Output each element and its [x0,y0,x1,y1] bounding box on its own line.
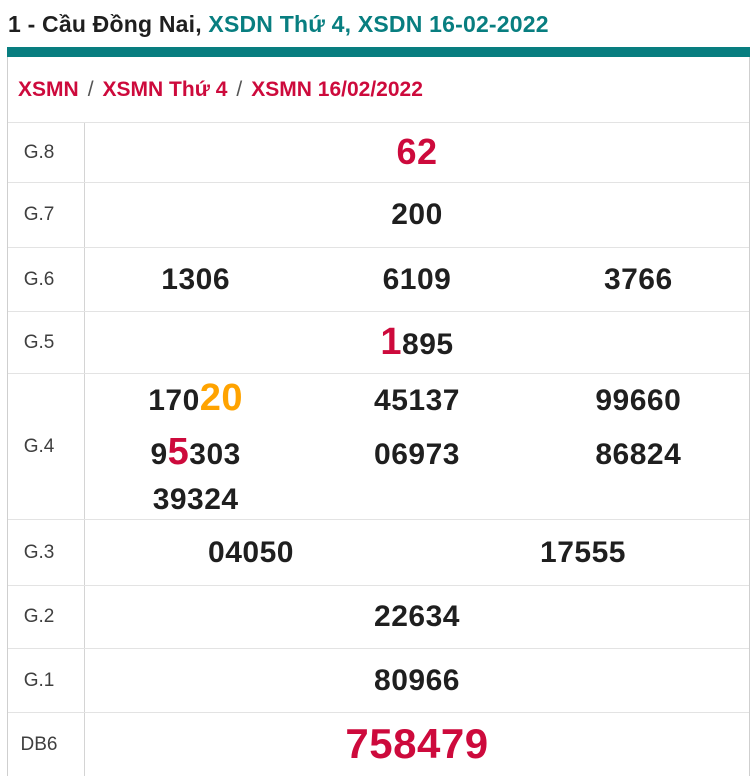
prize-label-g4: G.4 [8,374,85,519]
digits: 6109 [382,262,452,296]
prize-line: 1895 [85,316,749,369]
prize-number: 1895 [85,316,749,369]
prize-label-g7: G.7 [8,183,85,247]
digits: 303 [189,437,241,471]
prize-line: 04050 17555 [85,532,749,574]
digits: 22634 [374,600,460,633]
prize-row-g7: G.7 200 [8,182,749,247]
prize-number: 3766 [528,259,749,301]
breadcrumb-link[interactable]: XSMN Thứ 4 [102,77,228,101]
highlighted-digits: 20 [199,377,244,420]
prize-row-g5: G.5 1895 [8,311,749,373]
prize-number: 1306 [85,259,306,301]
prize-number: 22634 [85,596,749,638]
breadcrumb-link[interactable]: XSMN 16/02/2022 [251,77,423,101]
prize-row-g1: G.1 80966 [8,648,749,712]
results-card: XSMN / XSMN Thứ 4 / XSMN 16/02/2022 G.8 62 G.7… [7,57,750,776]
prize-line: 39324 [85,479,749,521]
results-table: G.8 62 G.7 200 G.6 1306 6109 3766 G.5 1895 G.4 1702… [8,122,749,776]
prize-label-g3: G.3 [8,520,85,585]
prize-line: 80966 [85,660,749,702]
page-title: 1 - Cầu Đồng Nai, XSDN Thứ 4, XSDN 16-02… [8,8,744,40]
prize-number: 06973 [306,434,527,476]
prize-values-g8: 62 [85,123,749,182]
prize-number: 95303 [85,426,306,479]
page-title-segment: 1 - Cầu Đồng Nai, [8,11,209,37]
prize-values-g6: 1306 6109 3766 [85,248,749,311]
digits: 45137 [374,384,460,418]
prize-label-g5: G.5 [8,312,85,373]
digits: 39324 [152,482,239,516]
breadcrumb-separator: / [87,77,94,101]
prize-number: 62 [85,127,749,177]
prize-number: 17020 [85,372,306,425]
prize-line: 758479 [85,715,749,774]
digits: 99660 [595,384,682,418]
prize-line: 62 [85,127,749,177]
prize-values-g4: 17020 45137 99660 95303 06973 86824 39324 [85,374,749,519]
breadcrumb-separator: / [236,77,243,101]
prize-label-g2: G.2 [8,586,85,648]
prize-line: 17020 45137 99660 [85,372,749,425]
prize-line: 1306 6109 3766 [85,259,749,301]
digits: 04050 [208,535,294,569]
prize-values-g1: 80966 [85,649,749,712]
digits: 06973 [374,437,460,471]
digits: 80966 [374,663,460,697]
digits: 3766 [603,262,673,296]
digits: 200 [391,198,443,231]
teal-divider-bar [7,47,750,57]
digits: 86824 [595,437,682,471]
highlighted-digits: 62 [396,131,438,173]
prize-values-db6: 758479 [85,713,749,776]
prize-label-g8: G.8 [8,123,85,182]
digits: 9 [150,437,168,471]
prize-number: 39324 [85,479,306,521]
prize-row-g4: G.4 17020 45137 99660 95303 06973 86824 39324 [8,373,749,519]
prize-number: 758479 [85,715,749,774]
digits: 1306 [161,262,231,296]
prize-row-g2: G.2 22634 [8,585,749,648]
prize-line: 200 [85,194,749,236]
prize-label-db6: DB6 [8,713,85,776]
breadcrumb: XSMN / XSMN Thứ 4 / XSMN 16/02/2022 [8,57,749,122]
prize-row-db6: DB6 758479 [8,712,749,776]
prize-number: 17555 [417,532,749,574]
prize-number: 6109 [306,259,527,301]
prize-values-g3: 04050 17555 [85,520,749,585]
highlighted-digits: 1 [380,320,403,363]
prize-number: 80966 [85,660,749,702]
prize-values-g7: 200 [85,183,749,247]
prize-row-g3: G.3 04050 17555 [8,519,749,585]
prize-line: 22634 [85,596,749,638]
prize-values-g5: 1895 [85,312,749,373]
digits: 170 [148,384,200,418]
page-title-segment: XSDN Thứ 4, XSDN 16-02-2022 [208,11,549,37]
prize-values-g2: 22634 [85,586,749,648]
prize-number: 45137 [306,380,527,422]
digits: 17555 [540,535,626,569]
highlighted-digits: 758479 [345,720,489,768]
breadcrumb-link[interactable]: XSMN [18,77,79,101]
prize-number: 200 [85,194,749,236]
prize-number: 86824 [528,434,749,476]
prize-row-g6: G.6 1306 6109 3766 [8,247,749,311]
prize-number: 04050 [85,532,417,574]
prize-label-g1: G.1 [8,649,85,712]
digits: 895 [402,327,454,361]
prize-row-g8: G.8 62 [8,122,749,182]
prize-label-g6: G.6 [8,248,85,311]
prize-number: 99660 [528,380,749,422]
prize-line: 95303 06973 86824 [85,426,749,479]
highlighted-digits: 5 [167,430,190,473]
